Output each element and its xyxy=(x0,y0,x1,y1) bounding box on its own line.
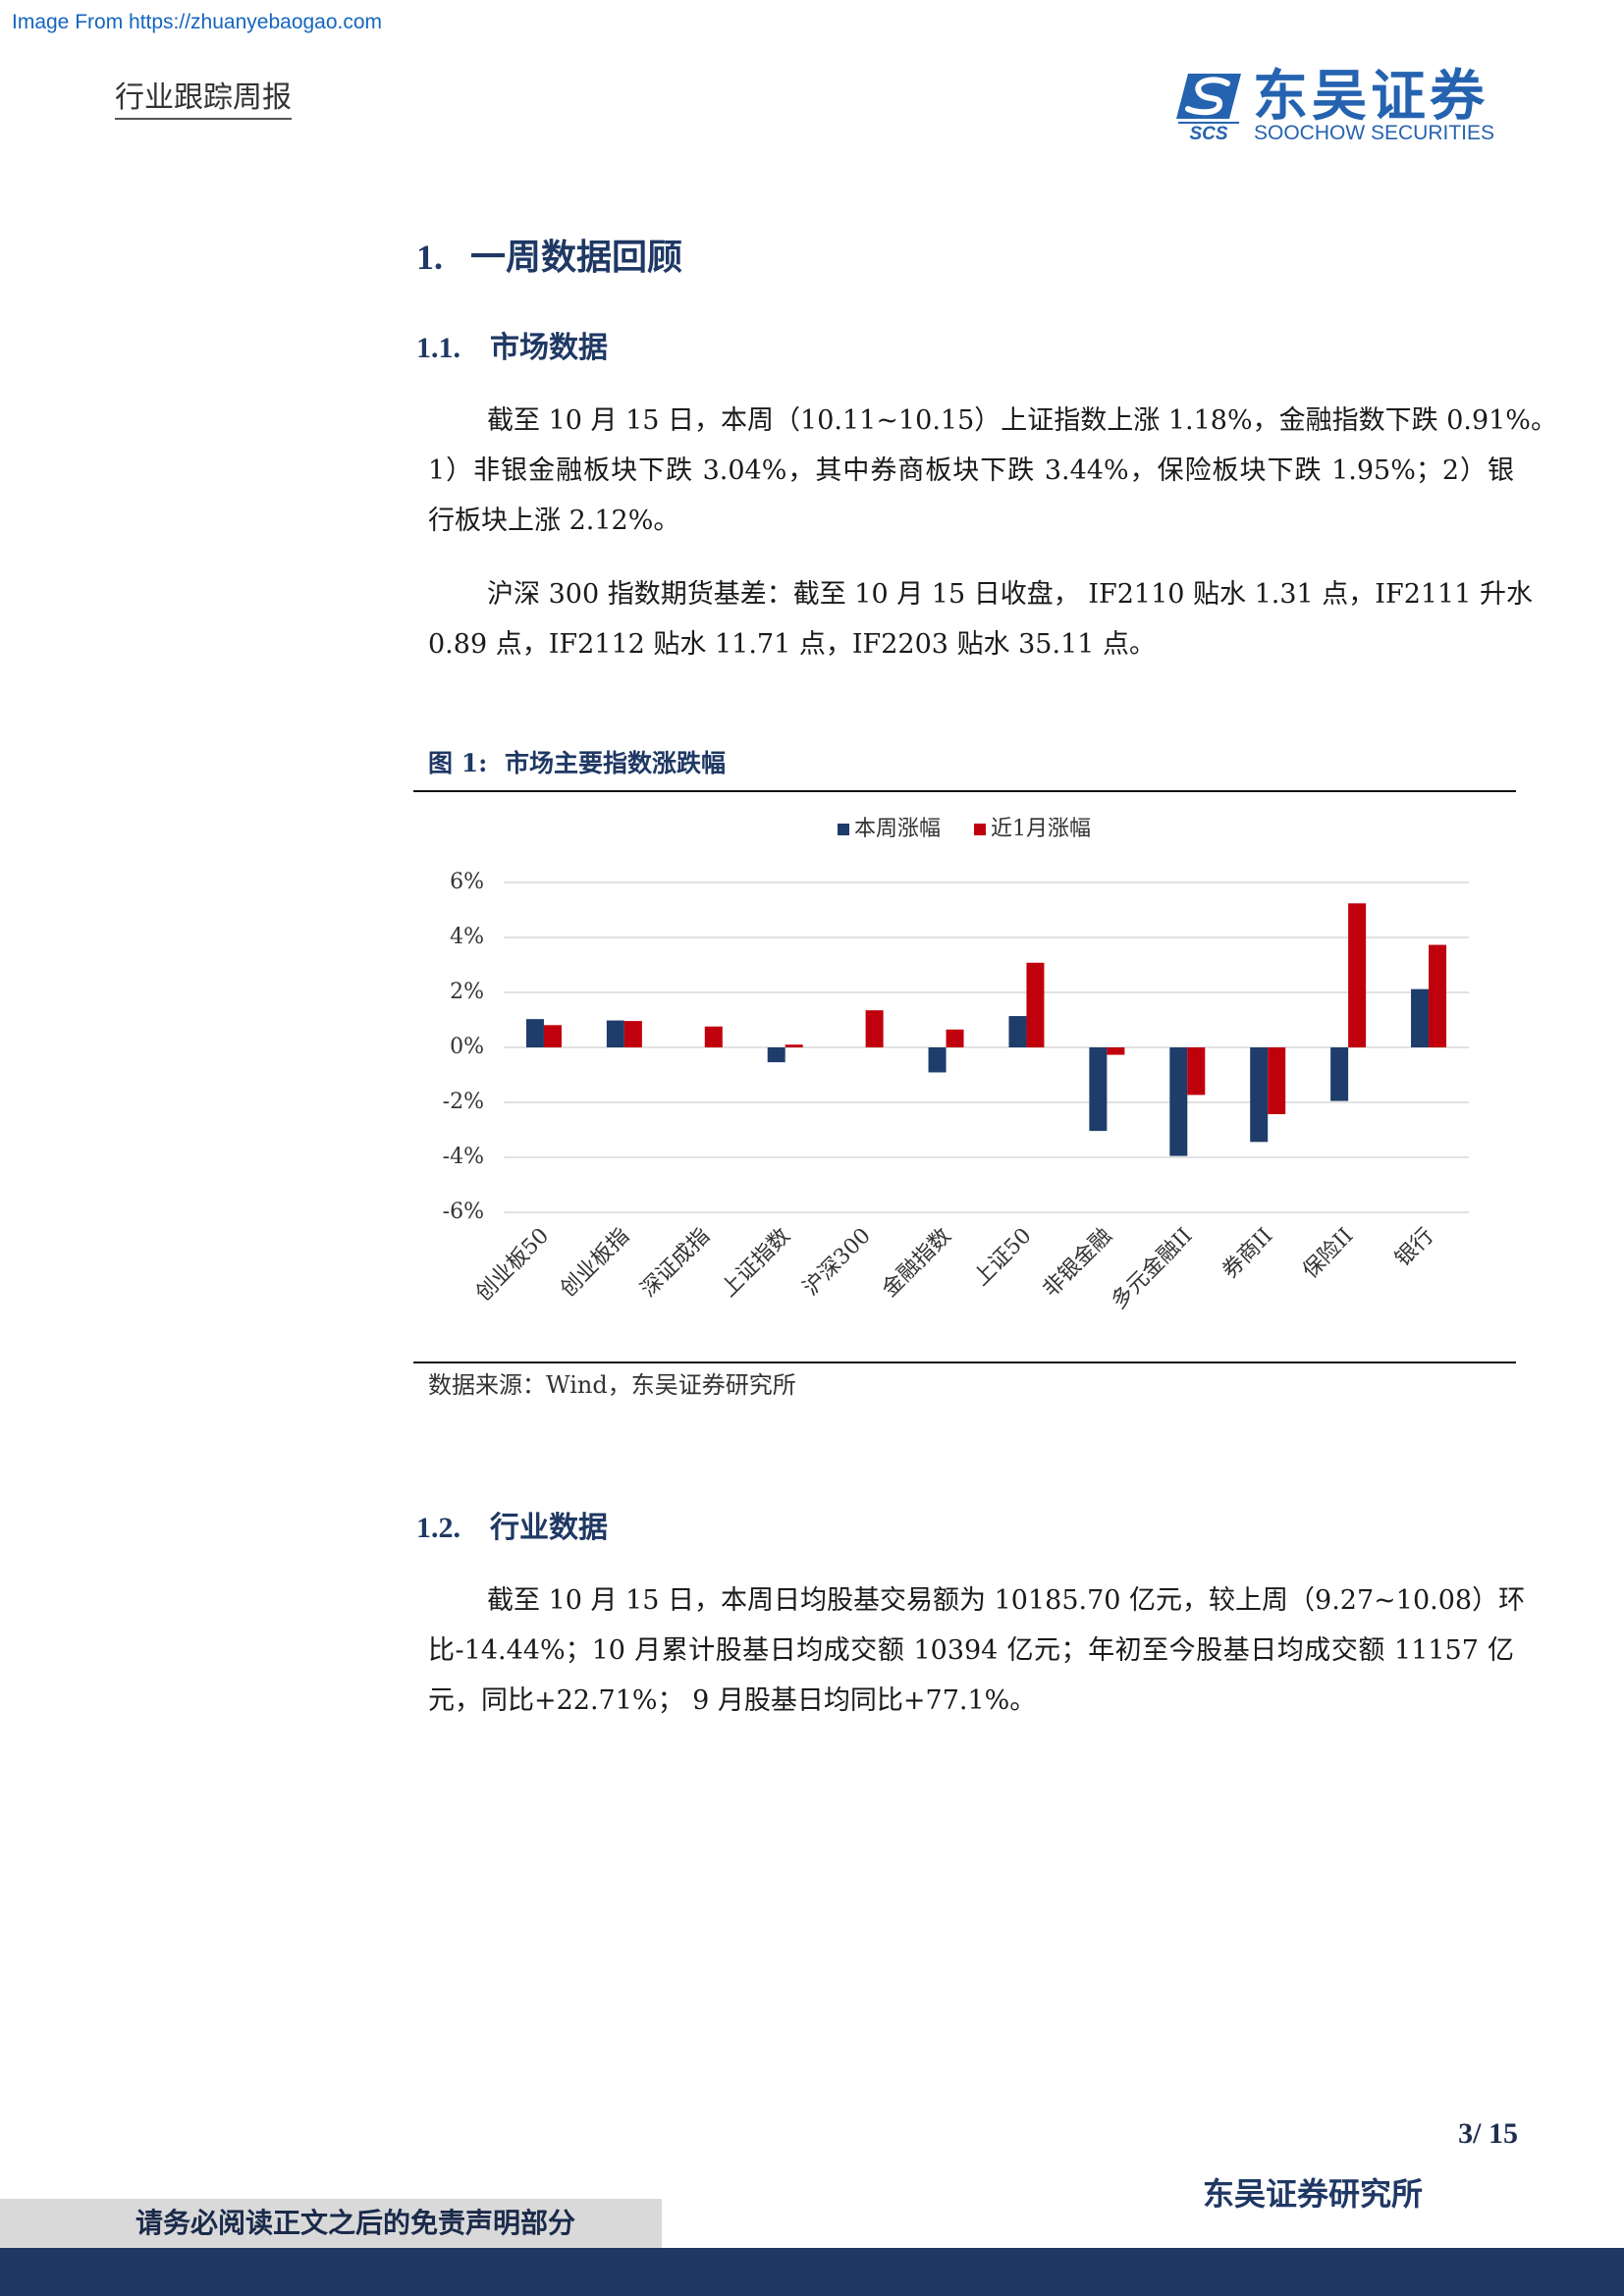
chart-bar-series-1 xyxy=(785,1044,803,1047)
chart-bar-series-1 xyxy=(704,1026,723,1047)
legend-label: 本周涨幅 xyxy=(854,817,941,841)
x-tick-label: 上证50 xyxy=(969,1224,1037,1292)
chart-bar-series-0 xyxy=(606,1020,624,1047)
chart-bar-series-0 xyxy=(1089,1047,1108,1132)
section-1-1-number: 1.1. xyxy=(416,331,460,366)
index-change-bar-chart: 6% 4% 2% 0% -2% -4% -6%创业板50 创业板指 深证成指 上证指数 沪深300 金… xyxy=(443,817,1469,1314)
chart-bar-series-0 xyxy=(1250,1047,1269,1143)
logo-s-swoosh xyxy=(1185,77,1230,116)
chart-bar-series-1 xyxy=(1107,1047,1125,1055)
figure-bottom-rule xyxy=(413,1362,1516,1363)
y-tick-label: 2% xyxy=(450,980,484,1004)
section-1-2-number: 1.2. xyxy=(416,1511,460,1546)
section-1-1-title: 市场数据 xyxy=(490,331,608,365)
legend-marker xyxy=(838,824,849,835)
x-tick-label: 保险II xyxy=(1298,1224,1358,1284)
chart-bar-series-1 xyxy=(1429,944,1447,1047)
chart-bar-series-1 xyxy=(623,1021,642,1047)
chart-bar-series-0 xyxy=(928,1047,947,1073)
chart-bar-series-1 xyxy=(865,1010,884,1047)
y-tick-label: 0% xyxy=(450,1035,484,1059)
section-1-title: 一周数据回顾 xyxy=(470,237,683,278)
disclaimer-text: 请务必阅读正文之后的免责声明部分 xyxy=(135,2207,576,2239)
footer-bar xyxy=(0,2248,1624,2296)
disclaimer-banner: 请务必阅读正文之后的免责声明部分 xyxy=(0,2199,662,2248)
x-tick-label: 创业板指 xyxy=(556,1224,634,1303)
paragraph-line: 截至 10 月 15 日，本周（10.11~10.15）上证指数上涨 1.18%… xyxy=(487,405,1557,436)
figure-top-rule xyxy=(413,790,1516,792)
chart-bar-series-1 xyxy=(1026,962,1045,1047)
y-tick-label: -2% xyxy=(443,1090,484,1114)
paragraph-trading-volume: 截至 10 月 15 日，本周日均股基交易额为 10185.70 亿元，较上周（… xyxy=(428,1575,1526,1726)
x-tick-label: 非银金融 xyxy=(1039,1224,1117,1303)
x-tick-label: 银行 xyxy=(1390,1224,1438,1272)
paragraph-line: 1）非银金融板块下跌 3.04%，其中券商板块下跌 3.44%，保险板块下跌 1… xyxy=(428,455,1514,486)
chart-bar-series-1 xyxy=(1268,1047,1286,1115)
paragraph-line: 0.89 点，IF2112 贴水 11.71 点，IF2203 贴水 35.11… xyxy=(428,629,1157,660)
chart-bar-series-0 xyxy=(767,1047,785,1063)
chart-bar-series-1 xyxy=(946,1029,964,1047)
legend-label: 近1月涨幅 xyxy=(991,817,1091,841)
soochow-logo-icon: SCS xyxy=(1176,74,1241,142)
figure-source: 数据来源：Wind，东吴证券研究所 xyxy=(428,1371,796,1399)
paragraph-market-summary: 截至 10 月 15 日，本周（10.11~10.15）上证指数上涨 1.18%… xyxy=(428,396,1557,546)
footer-institute: 东吴证券研究所 xyxy=(1203,2175,1424,2213)
chart-bar-series-0 xyxy=(1330,1047,1349,1101)
paragraph-line: 截至 10 月 15 日，本周日均股基交易额为 10185.70 亿元，较上周（… xyxy=(487,1585,1526,1616)
x-tick-label: 上证指数 xyxy=(717,1224,795,1303)
y-tick-label: 6% xyxy=(450,870,484,894)
chart-bar-series-1 xyxy=(1187,1047,1206,1095)
x-tick-label: 深证成指 xyxy=(636,1224,715,1303)
x-tick-label: 创业板50 xyxy=(471,1224,554,1307)
x-tick-label: 券商II xyxy=(1218,1224,1277,1284)
legend-marker xyxy=(974,824,986,835)
chart-bar-series-0 xyxy=(1169,1047,1188,1156)
page-number: 3/ 15 xyxy=(1458,2117,1518,2150)
x-tick-label: 金融指数 xyxy=(878,1224,956,1303)
report-type-label: 行业跟踪周报 xyxy=(115,80,292,120)
chart-bar-series-0 xyxy=(525,1019,544,1047)
chart-bar-series-0 xyxy=(1008,1016,1027,1047)
logo-divider xyxy=(1178,122,1239,124)
paragraph-futures-basis: 沪深 300 指数期货基差：截至 10 月 15 日收盘， IF2110 贴水 … xyxy=(428,569,1533,669)
y-tick-label: -6% xyxy=(443,1200,484,1224)
heading-number: 1.2. xyxy=(416,1512,460,1544)
figure-label: 图 1: xyxy=(428,749,488,777)
figure-title: 市场主要指数涨跌幅 xyxy=(505,749,727,777)
paragraph-line: 沪深 300 指数期货基差：截至 10 月 15 日收盘， IF2110 贴水 … xyxy=(487,579,1533,610)
paragraph-line: 元，同比+22.71%； 9 月股基日均同比+77.1%。 xyxy=(428,1685,1037,1716)
logo-name-en: SOOCHOW SECURITIES xyxy=(1254,122,1495,144)
x-tick-label: 多元金融II xyxy=(1107,1224,1197,1314)
chart-bar-series-1 xyxy=(543,1025,562,1047)
y-tick-label: 4% xyxy=(450,925,484,949)
logo-mark-text: SCS xyxy=(1189,124,1227,142)
x-tick-label: 沪深300 xyxy=(798,1224,875,1301)
heading-number: 1.1. xyxy=(416,332,460,364)
section-1-2-title: 行业数据 xyxy=(490,1511,608,1545)
chart-bar-series-1 xyxy=(1348,903,1367,1047)
source-watermark: Image From https://zhuanyebaogao.com xyxy=(12,11,383,33)
section-1-number: 1. xyxy=(416,236,443,279)
chart-bar-series-0 xyxy=(1411,988,1430,1047)
y-tick-label: -4% xyxy=(443,1145,484,1169)
paragraph-line: 比-14.44%；10 月累计股基日均成交额 10394 亿元；年初至今股基日均… xyxy=(428,1635,1514,1666)
heading-number: 1. xyxy=(416,238,443,277)
logo-name-cn: 东吴证券 xyxy=(1253,65,1489,129)
paragraph-line: 行板块上涨 2.12%。 xyxy=(428,506,680,536)
